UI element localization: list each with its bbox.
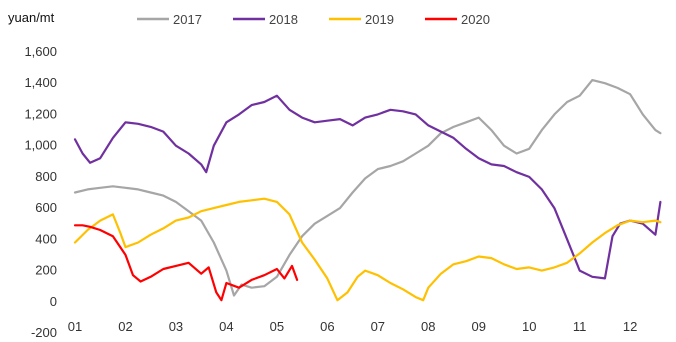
y-tick-label: -200 [31, 325, 57, 340]
x-tick-label: 09 [472, 319, 486, 334]
y-tick-label: 0 [50, 294, 57, 309]
x-tick-label: 01 [68, 319, 82, 334]
legend-label-2017: 2017 [173, 12, 202, 27]
legend-label-2019: 2019 [365, 12, 394, 27]
series-line-2019 [73, 197, 662, 302]
x-tick-label: 05 [270, 319, 284, 334]
y-tick-label: 1,000 [24, 138, 57, 153]
x-axis-ticks: 01 02 03 04 05 06 07 08 09 10 11 12 [68, 319, 638, 334]
legend: 2017 2018 2019 2020 [137, 12, 490, 27]
legend-label-2018: 2018 [269, 12, 298, 27]
y-axis-ticks: -200 0 200 400 600 800 1,000 1,200 1,400 1,600 [24, 44, 57, 340]
y-tick-label: 1,400 [24, 75, 57, 90]
y-tick-label: 200 [35, 263, 57, 278]
x-tick-label: 10 [522, 319, 536, 334]
series-lines [73, 79, 662, 302]
x-tick-label: 11 [573, 319, 587, 334]
series-line-2017 [73, 79, 662, 297]
x-tick-label: 04 [219, 319, 233, 334]
x-tick-label: 12 [623, 319, 637, 334]
y-tick-label: 400 [35, 231, 57, 246]
x-tick-label: 08 [421, 319, 435, 334]
y-axis-unit-label: yuan/mt [8, 10, 55, 25]
series-line-2018 [73, 94, 662, 280]
x-tick-label: 03 [169, 319, 183, 334]
y-tick-label: 800 [35, 169, 57, 184]
series-line-2020 [73, 224, 299, 302]
y-tick-label: 1,200 [24, 106, 57, 121]
x-tick-label: 07 [371, 319, 385, 334]
legend-label-2020: 2020 [461, 12, 490, 27]
x-tick-label: 02 [118, 319, 132, 334]
y-tick-label: 1,600 [24, 44, 57, 59]
x-tick-label: 06 [320, 319, 334, 334]
y-tick-label: 600 [35, 200, 57, 215]
